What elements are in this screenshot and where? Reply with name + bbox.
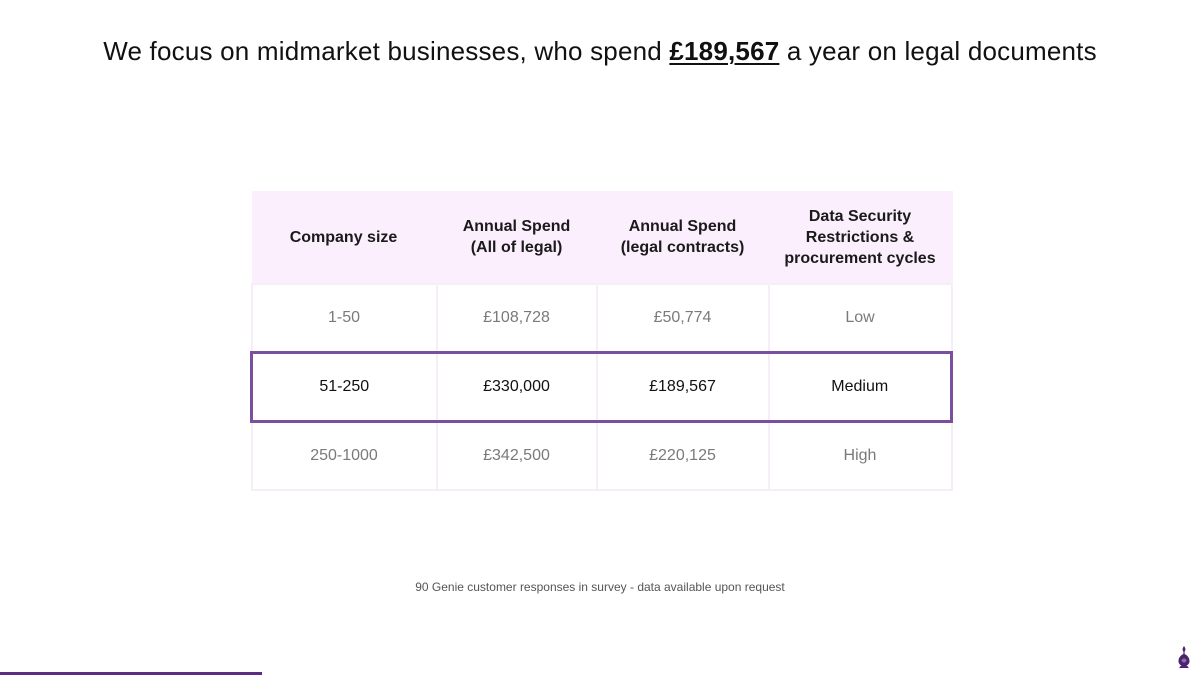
cell-company-size: 1-50: [250, 283, 438, 354]
cell-annual-spend-all: £108,728: [435, 283, 598, 354]
table-row: 1-50 £108,728 £50,774 Low: [250, 283, 953, 354]
brand-divider-line: [0, 672, 262, 675]
cell-data-security: Low: [767, 283, 953, 354]
cell-annual-spend-contracts: £189,567: [595, 351, 770, 423]
cell-data-security: Medium: [767, 351, 953, 423]
headline-suffix: a year on legal documents: [779, 36, 1097, 66]
cell-annual-spend-contracts: £220,125: [595, 420, 770, 491]
cell-data-security: High: [767, 420, 953, 491]
cell-company-size: 51-250: [250, 351, 438, 423]
genie-lamp-icon: [1178, 646, 1190, 668]
table-row-highlighted: 51-250 £330,000 £189,567 Medium: [250, 351, 953, 423]
table-row: 250-1000 £342,500 £220,125 High: [250, 420, 953, 491]
header-annual-spend-contracts: Annual Spend (legal contracts): [596, 191, 770, 284]
cell-company-size: 250-1000: [250, 420, 438, 491]
page-title: We focus on midmarket businesses, who sp…: [0, 36, 1200, 67]
header-company-size: Company size: [251, 191, 438, 284]
cell-annual-spend-all: £330,000: [435, 351, 598, 423]
spend-table: Company size Annual Spend (All of legal)…: [250, 191, 953, 491]
header-annual-spend-all: Annual Spend (All of legal): [436, 191, 598, 284]
headline-prefix: We focus on midmarket businesses, who sp…: [103, 36, 670, 66]
cell-annual-spend-contracts: £50,774: [595, 283, 770, 354]
header-data-security: Data Security Restrictions & procurement…: [768, 191, 953, 284]
headline-highlight-amount: £189,567: [669, 36, 780, 66]
spend-table-container: Company size Annual Spend (All of legal)…: [250, 191, 953, 491]
footnote: 90 Genie customer responses in survey - …: [415, 580, 785, 594]
table-header-row: Company size Annual Spend (All of legal)…: [251, 191, 953, 284]
cell-annual-spend-all: £342,500: [435, 420, 598, 491]
